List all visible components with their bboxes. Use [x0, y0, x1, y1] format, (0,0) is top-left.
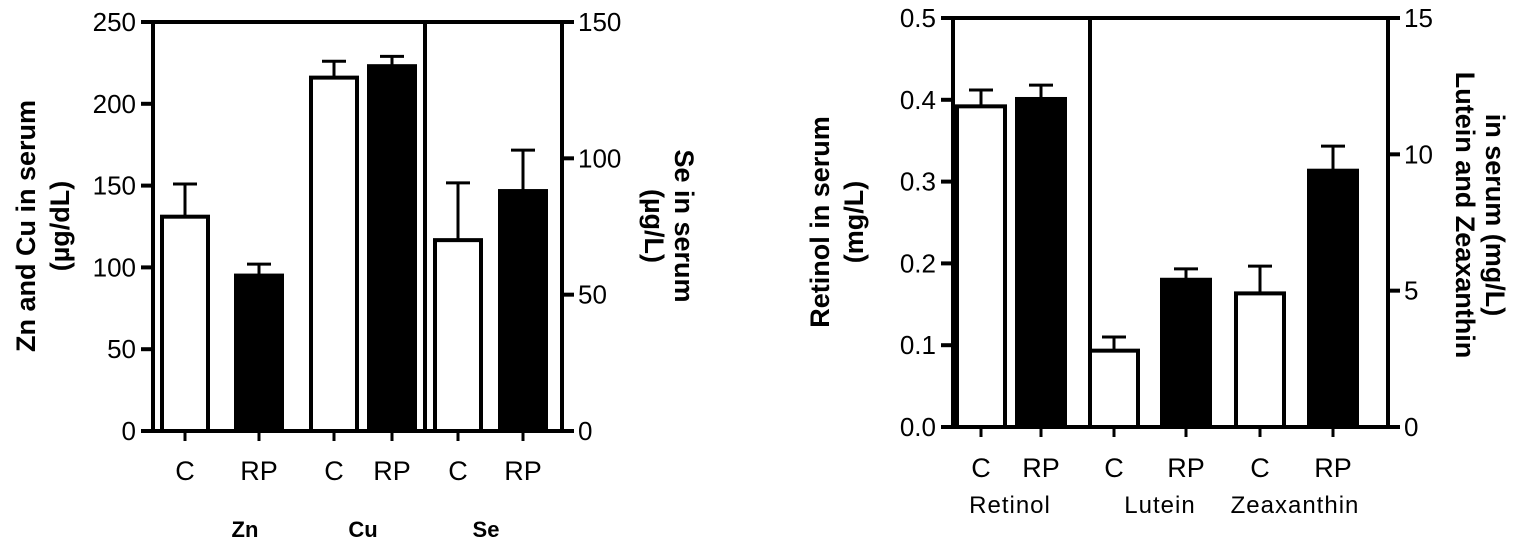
- right-y-tick-label: 0: [1404, 412, 1418, 442]
- left-y-tick-label: 200: [93, 89, 136, 119]
- left-y-tick-label: 0.0: [900, 412, 936, 442]
- group-label: Zn: [232, 517, 259, 542]
- bar-lutein-c: [1088, 348, 1140, 429]
- x-tick-label: RP: [373, 456, 411, 486]
- left-y-axis-title: (µg/dL): [45, 181, 75, 272]
- right-y-tick-label: 15: [1404, 3, 1433, 33]
- right-y-tick-label: 5: [1404, 276, 1418, 306]
- left-y-axis-title: (mg/L): [839, 181, 869, 263]
- chart-minerals: 0 50 100 150 200 250 0 50 100 150 C RP C RP C RP Zn Cu Se Z…: [11, 7, 699, 542]
- bar-se-rp: [498, 189, 548, 433]
- x-tick-label: RP: [1022, 453, 1060, 483]
- x-tick-label: RP: [1314, 453, 1352, 483]
- right-y-tick-label: 50: [578, 280, 607, 310]
- group-label: Retinol: [969, 492, 1051, 519]
- x-tick-label: C: [971, 453, 991, 483]
- right-y-axis-title: Se in serum: [669, 149, 699, 302]
- x-tick-label: C: [448, 456, 468, 486]
- bar-retinol-c: [955, 104, 1007, 430]
- bar-se-c: [433, 238, 483, 433]
- right-y-axis-title: Lutein and Zeaxanthin: [1450, 72, 1480, 359]
- x-tick-label: C: [1250, 453, 1270, 483]
- bar-zn-c: [160, 214, 210, 433]
- bar-cu-rp: [367, 64, 417, 433]
- chart-carotenoids: 0.0 0.1 0.2 0.3 0.4 0.5 0 5 10 15 C RP C RP C RP Retinol…: [805, 3, 1510, 519]
- bar-cu-c: [309, 75, 359, 434]
- left-y-tick-label: 0.4: [900, 85, 936, 115]
- group-label: Zeaxanthin: [1231, 492, 1360, 519]
- left-y-tick-label: 0.2: [900, 248, 936, 278]
- x-tick-label: C: [175, 456, 195, 486]
- group-label: Cu: [348, 517, 377, 542]
- right-y-tick-label: 10: [1404, 139, 1433, 169]
- bar-lutein-rp: [1160, 277, 1212, 430]
- left-y-axis-title: Zn and Cu in serum: [11, 100, 41, 352]
- bar-zeaxanthin-rp: [1307, 168, 1359, 429]
- left-y-tick-label: 0.5: [900, 3, 936, 33]
- x-tick-label: RP: [240, 456, 278, 486]
- left-y-tick-label: 0.3: [900, 167, 936, 197]
- right-y-axis-title: (µg/L): [639, 189, 669, 263]
- right-y-tick-label: 150: [578, 7, 621, 37]
- right-y-tick-label: 100: [578, 143, 621, 173]
- left-y-tick-label: 0: [122, 416, 136, 446]
- left-y-tick-label: 150: [93, 171, 136, 201]
- x-tick-label: C: [1104, 453, 1124, 483]
- x-tick-label: C: [324, 456, 344, 486]
- x-tick-label: RP: [1167, 453, 1205, 483]
- right-y-axis-title: in serum (mg/L): [1480, 114, 1510, 317]
- bar-zeaxanthin-c: [1234, 291, 1286, 430]
- x-tick-label: RP: [504, 456, 542, 486]
- right-y-tick-label: 0: [578, 416, 592, 446]
- bar-retinol-rp: [1015, 96, 1067, 430]
- group-label: Se: [473, 517, 500, 542]
- left-y-axis-title: Retinol in serum: [805, 116, 835, 328]
- bar-zn-rp: [234, 273, 284, 433]
- left-y-tick-label: 0.1: [900, 330, 936, 360]
- left-y-tick-label: 100: [93, 252, 136, 282]
- left-y-tick-label: 50: [107, 334, 136, 364]
- left-y-tick-label: 250: [93, 7, 136, 37]
- group-label: Lutein: [1124, 492, 1195, 519]
